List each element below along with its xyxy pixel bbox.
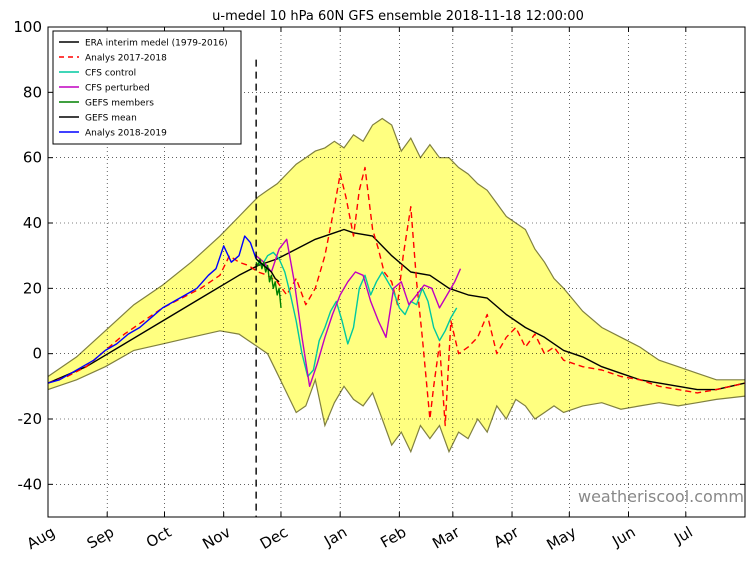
watermark: weatheriscool.comm (578, 487, 744, 506)
plot-frame (47, 26, 746, 518)
chart-title: u-medel 10 hPa 60N GFS ensemble 2018-11-… (212, 9, 584, 24)
ensemble-band-upper-edge (47, 117, 745, 381)
series-line-cfs-perturbed (255, 238, 462, 387)
legend-entry: GEFS mean (85, 114, 137, 124)
y-tick-label: 20 (23, 279, 42, 297)
legend-entry: Analys 2018-2019 (85, 129, 167, 139)
grid (47, 26, 745, 517)
y-tick-label: -40 (18, 475, 43, 493)
legend-entry: CFS control (85, 69, 136, 79)
y-tick-label: 80 (23, 83, 42, 101)
series-line-era (47, 228, 746, 391)
legend: ERA interim medel (1979-2016) Analys 2017… (52, 30, 242, 145)
y-tick-label: 40 (23, 214, 42, 232)
series-line-gefs-mean (255, 258, 280, 283)
y-axis: -40 -20 0 20 40 60 80 100 (13, 18, 745, 493)
legend-entry: ERA interim medel (1979-2016) (85, 39, 228, 49)
ensemble-band-lower-edge (47, 330, 746, 454)
axes-frame (47, 26, 746, 518)
y-tick-label: 100 (13, 18, 42, 36)
y-tick-label: 60 (23, 149, 42, 167)
series-line-gefs-members (255, 258, 282, 308)
series-layer (47, 166, 746, 427)
legend-entry: Analys 2017-2018 (85, 54, 167, 64)
y-tick-label: -20 (18, 410, 43, 428)
legend-box (52, 30, 242, 145)
series-line-cfs-control (255, 251, 458, 378)
y-tick-label: 0 (32, 345, 42, 363)
legend-entry: CFS perturbed (85, 84, 150, 94)
series-line-analys-2018 (47, 235, 257, 384)
legend-entry: GEFS members (85, 99, 154, 109)
